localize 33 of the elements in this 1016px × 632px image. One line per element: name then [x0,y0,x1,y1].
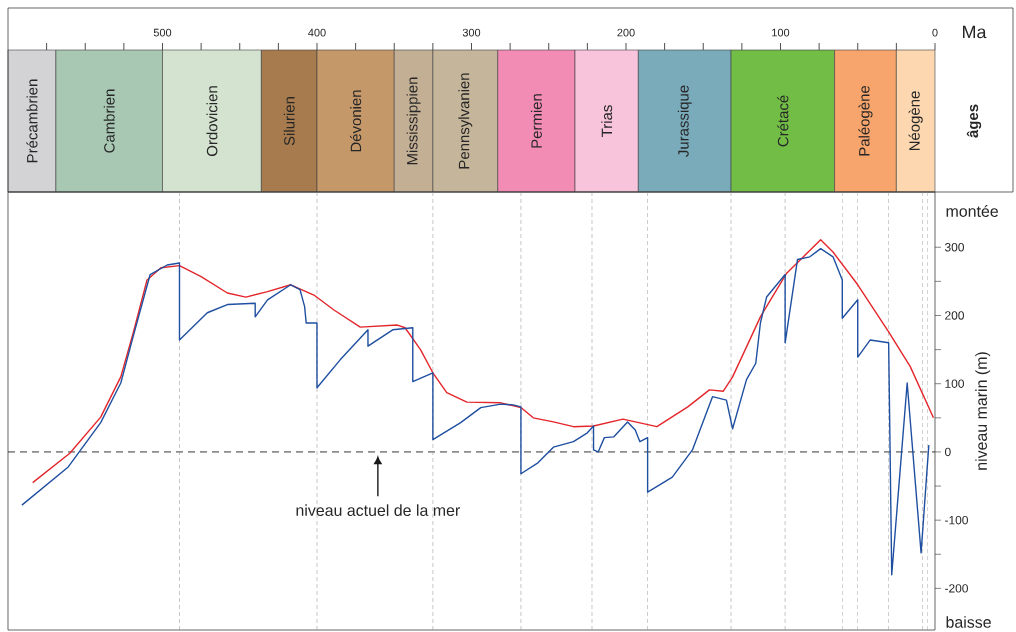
x-tick-label: 100 [772,28,790,37]
text: montée [946,205,998,217]
series-label: Ordovicien [206,86,218,156]
y-tick-label: 300 [944,243,964,252]
x-tick-label: 0 [932,28,938,37]
y-tick-label: 0 [944,447,951,457]
series-label: Mississippien [406,77,421,165]
series-label: Pennsylvanien [458,73,473,169]
series-label: Silurien [283,97,295,146]
series-label: Cambrien [103,89,115,153]
text: baisse [946,616,991,628]
y-tick-label: -200 [945,584,968,593]
x-tick-label: 300 [462,28,481,37]
y-tick-label: -100 [945,515,968,525]
line-series [32,239,935,484]
y-tick-label: 200 [945,311,964,320]
y-axis-title: âges [966,104,982,138]
y-axis-title: niveau marin (m) [975,352,991,470]
x-tick-label: 500 [153,28,172,37]
series-label: Jurassique [677,85,692,157]
y-tick-label: 100 [945,379,964,388]
line-series [21,247,930,576]
x-tick-label: 200 [617,28,635,37]
series-label: Permien [530,94,542,148]
x-tick-label: 400 [308,28,326,37]
series-label: Paléogène [858,85,873,156]
series-label: Crétacé [777,95,789,147]
annotation: niveau actuel de la mer [296,504,460,517]
series-label: Dévonien [350,90,362,152]
series-label: Précambrien [26,79,38,163]
x-axis-title: Ma [963,25,987,39]
series-label: Trias [601,105,613,137]
series-label: Néogène [908,91,923,151]
